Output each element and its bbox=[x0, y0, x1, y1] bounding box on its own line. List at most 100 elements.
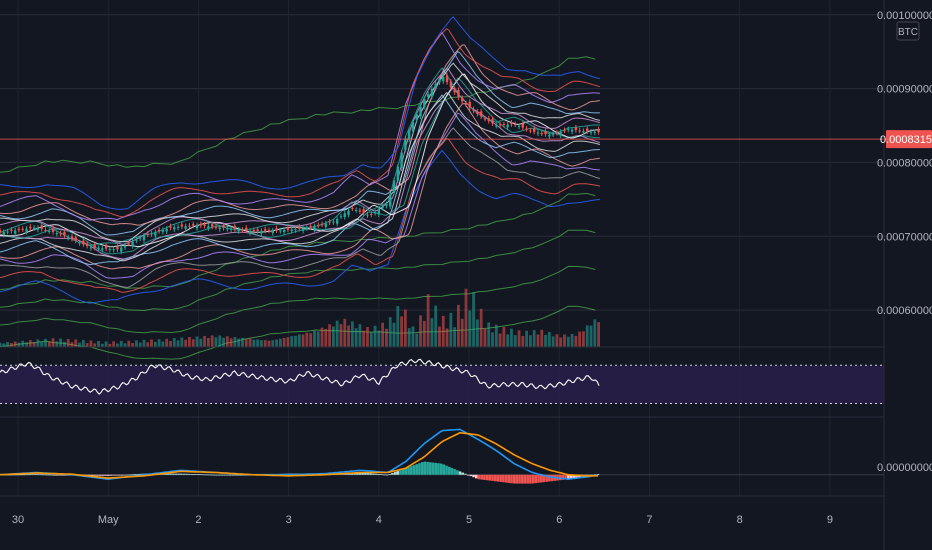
candle-body bbox=[17, 229, 21, 231]
volume-bar bbox=[267, 340, 271, 347]
volume-bar bbox=[172, 338, 176, 347]
volume-bar bbox=[582, 331, 585, 347]
candle-body bbox=[354, 209, 358, 211]
macd-histogram-bar bbox=[453, 469, 456, 475]
macd-histogram-bar bbox=[537, 474, 540, 483]
candle-body bbox=[479, 111, 483, 117]
volume-bar bbox=[491, 332, 494, 347]
macd-histogram-bar bbox=[499, 474, 502, 482]
volume-bar bbox=[157, 339, 161, 347]
volume-bar bbox=[555, 334, 559, 347]
candle-body bbox=[453, 89, 456, 93]
macd-histogram-bar bbox=[98, 474, 102, 476]
macd-histogram-bar bbox=[372, 473, 375, 475]
candle-body bbox=[112, 249, 115, 251]
candle-body bbox=[245, 227, 248, 231]
candle-body bbox=[548, 134, 551, 137]
time-tick-label: 30 bbox=[12, 514, 24, 526]
candle-body bbox=[131, 241, 134, 247]
volume-bar bbox=[104, 341, 108, 347]
macd-histogram-bar bbox=[60, 474, 64, 476]
volume-bar bbox=[445, 328, 449, 347]
candle-body bbox=[55, 233, 59, 235]
macd-histogram-bar bbox=[136, 474, 140, 475]
macd-histogram bbox=[0, 461, 600, 484]
volume-bar bbox=[324, 328, 328, 347]
volume-bar bbox=[59, 338, 63, 347]
volume-bar bbox=[597, 322, 600, 347]
candle-body bbox=[517, 126, 521, 128]
candle-body bbox=[97, 248, 100, 250]
candle-body bbox=[426, 94, 430, 98]
macd-histogram-bar bbox=[355, 472, 359, 475]
candle-body bbox=[78, 242, 81, 244]
candle-body bbox=[248, 230, 252, 233]
time-tick-label: 7 bbox=[646, 514, 652, 526]
candle-body bbox=[161, 229, 165, 232]
macd-histogram-bar bbox=[518, 474, 521, 484]
volume-bar bbox=[460, 318, 464, 347]
volume-bar bbox=[400, 316, 403, 347]
candle-body bbox=[176, 226, 180, 228]
macd-histogram-bar bbox=[434, 462, 437, 475]
oscillator-pane[interactable] bbox=[0, 358, 884, 404]
volume-bar bbox=[271, 340, 275, 347]
volume-bar bbox=[188, 336, 191, 347]
candle-body bbox=[438, 78, 441, 83]
green-channel-line bbox=[0, 56, 596, 173]
volume-bar bbox=[214, 337, 218, 347]
macd-histogram-bar bbox=[33, 474, 37, 475]
band-line bbox=[0, 16, 600, 210]
macd-pane[interactable] bbox=[0, 428, 884, 484]
candle-body bbox=[218, 227, 221, 230]
volume-bar bbox=[498, 333, 502, 347]
macd-histogram-bar bbox=[515, 474, 519, 484]
time-tick-label: 4 bbox=[376, 514, 382, 526]
volume-bar bbox=[517, 330, 521, 347]
candle-body bbox=[184, 226, 187, 229]
volume-bar bbox=[47, 341, 51, 347]
candle-body bbox=[411, 122, 415, 132]
candle-body bbox=[29, 226, 32, 229]
volume-bar bbox=[241, 337, 244, 347]
macd-histogram-bar bbox=[469, 474, 473, 477]
candle-body bbox=[442, 77, 445, 82]
oscillator-line bbox=[0, 358, 600, 395]
candle-body bbox=[294, 229, 297, 231]
macd-histogram-bar bbox=[36, 474, 40, 476]
band-line bbox=[0, 112, 600, 279]
volume-bar bbox=[278, 338, 282, 347]
macd-histogram-bar bbox=[450, 467, 454, 475]
candle-body bbox=[404, 138, 407, 150]
volume-bar bbox=[286, 337, 290, 347]
candle-body bbox=[491, 119, 494, 124]
macd-histogram-bar bbox=[439, 463, 443, 475]
macd-histogram-bar bbox=[520, 474, 524, 484]
volume-bar bbox=[313, 330, 316, 347]
macd-histogram-bar bbox=[244, 474, 248, 476]
volume-bar bbox=[294, 335, 297, 347]
time-axis[interactable]: 30 May 2 3 4 5 6 7 8 9 bbox=[12, 514, 833, 526]
candle-body bbox=[203, 224, 206, 226]
volume-bar bbox=[331, 326, 335, 347]
candle-body bbox=[498, 124, 502, 126]
volume-bar bbox=[153, 341, 157, 347]
macd-histogram-bar bbox=[539, 474, 543, 483]
candle-body bbox=[389, 194, 392, 207]
price-axis[interactable]: 0.00060000 0.00070000 0.00080000 0.00090000… bbox=[877, 10, 932, 317]
volume-bar bbox=[74, 339, 78, 347]
macd-histogram-bar bbox=[542, 474, 546, 483]
volume-bar bbox=[134, 340, 138, 347]
candle-body bbox=[70, 236, 74, 239]
candle-body bbox=[48, 230, 51, 232]
macd-histogram-bar bbox=[55, 474, 59, 476]
macd-histogram-bar bbox=[502, 474, 505, 483]
macd-zero-label: 0.00000000 bbox=[877, 462, 932, 474]
candle-body bbox=[370, 214, 373, 216]
macd-histogram-bar bbox=[166, 473, 170, 475]
macd-histogram-bar bbox=[139, 473, 143, 475]
candle-body bbox=[123, 245, 127, 248]
unit-label: BTC bbox=[898, 27, 918, 38]
volume-bar bbox=[339, 324, 343, 347]
